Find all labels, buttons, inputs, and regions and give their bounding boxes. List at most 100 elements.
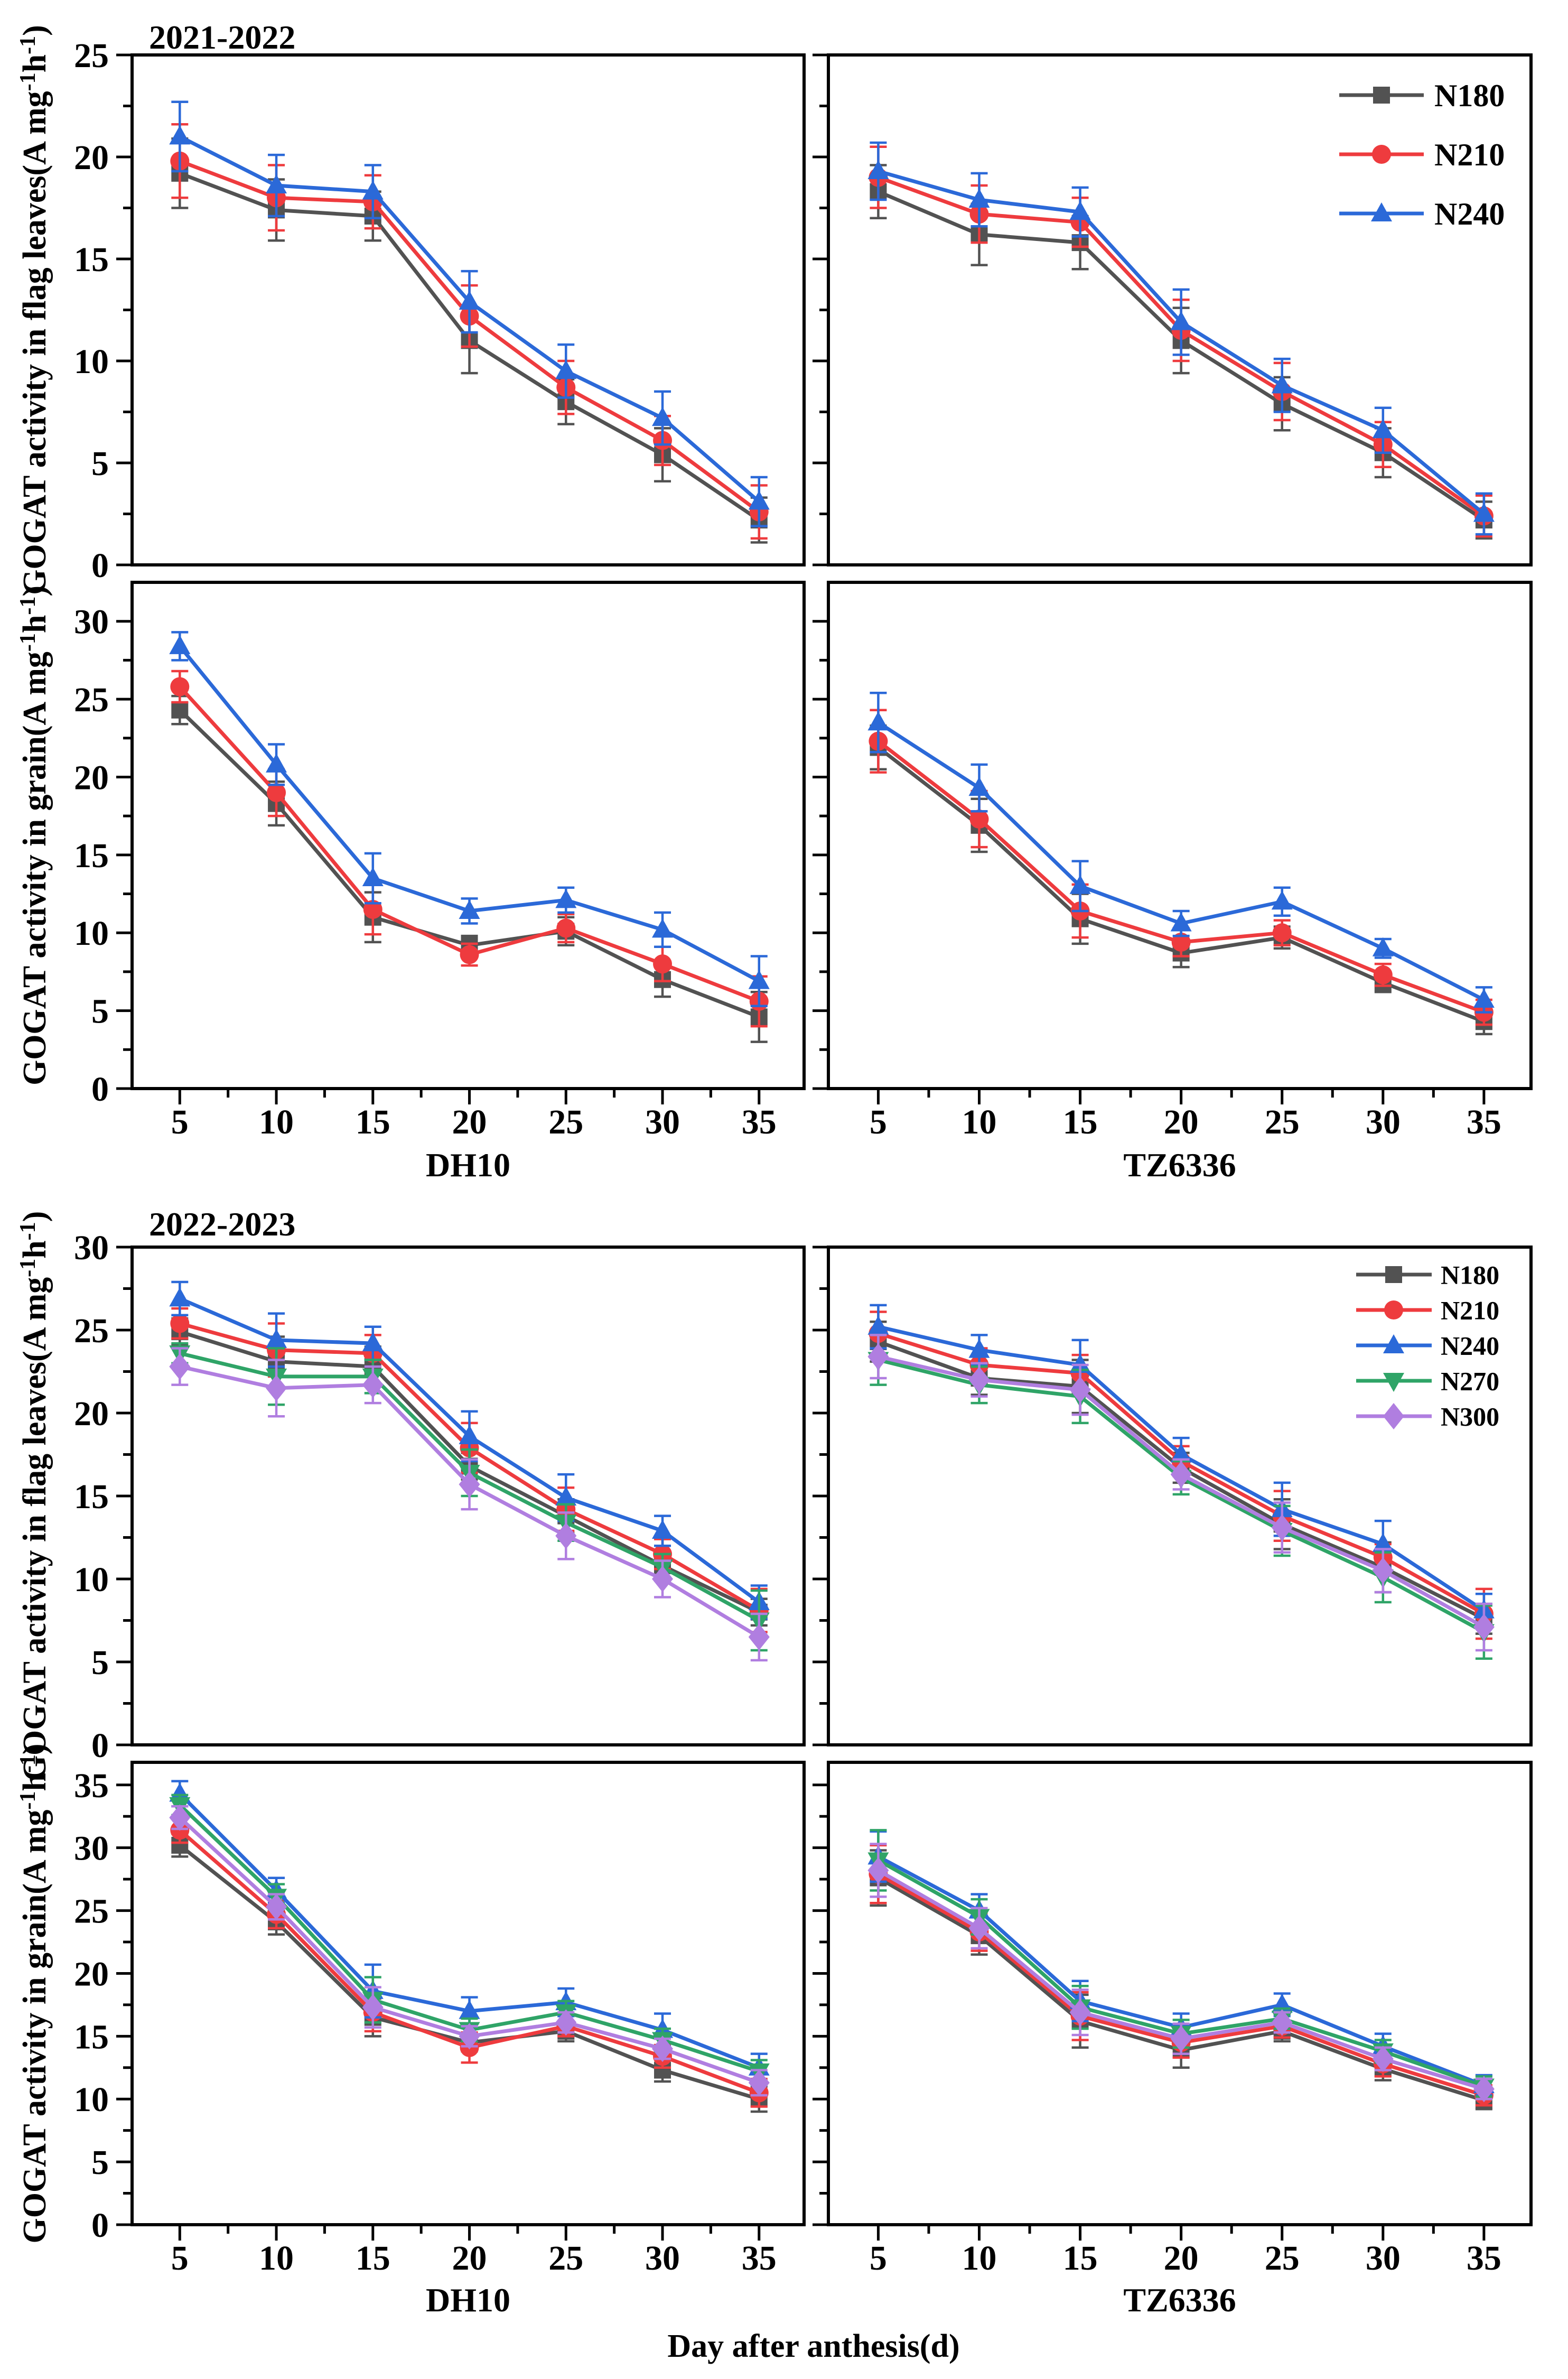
triangle-up-icon <box>362 867 384 887</box>
triangle-up-icon <box>169 1287 191 1307</box>
y-tick-label: 25 <box>74 36 109 75</box>
series-N240 <box>169 631 770 1008</box>
circle-icon <box>1384 1300 1403 1319</box>
y-tick-label: 10 <box>74 914 109 953</box>
y-tick-label: 5 <box>91 444 109 483</box>
y-tick-label: 25 <box>74 1892 109 1931</box>
y-tick-label: 5 <box>91 992 109 1031</box>
circle-icon <box>1373 965 1393 984</box>
y-axis-label: GOGAT activity in flag leaves(A mg-1h-1) <box>16 1211 53 1781</box>
diamond-icon <box>1170 1461 1192 1488</box>
y-tick-label: 0 <box>91 1726 109 1765</box>
y-tick-label: 15 <box>74 2018 109 2056</box>
diamond-icon <box>748 1623 770 1650</box>
y-tick-label: 0 <box>91 546 109 585</box>
circle-icon <box>969 810 989 829</box>
triangle-up-icon <box>169 125 191 145</box>
y-tick-label: 15 <box>74 240 109 279</box>
subplot-2022-2023-flag-leaves-TZ6336 <box>813 1246 1533 1746</box>
triangle-up-icon <box>555 360 577 379</box>
x-tick-label: 20 <box>1164 1103 1199 1141</box>
x-tick-label: 30 <box>645 2239 680 2278</box>
cultivar-label: DH10 <box>426 1146 510 1184</box>
circle-icon <box>556 918 576 938</box>
square-icon <box>1385 1266 1402 1283</box>
circle-icon <box>170 677 190 696</box>
triangle-up-icon <box>362 1332 384 1352</box>
triangle-up-icon <box>362 180 384 200</box>
triangle-up-icon <box>266 174 287 194</box>
y-axis-label: GOGAT activity in flag leaves(A mg-1h-1) <box>16 25 53 595</box>
triangle-up-icon <box>1473 503 1495 522</box>
diamond-icon <box>1069 1377 1091 1404</box>
legend-label: N210 <box>1434 137 1505 172</box>
triangle-up-icon <box>748 970 770 989</box>
diamond-icon <box>1473 2076 1495 2103</box>
y-tick-label: 25 <box>74 1312 109 1350</box>
x-tick-label: 10 <box>962 2239 997 2278</box>
triangle-up-icon <box>1473 988 1495 1008</box>
diamond-icon <box>1271 2009 1293 2036</box>
x-tick-label: 15 <box>356 2239 390 2278</box>
cultivar-label: DH10 <box>426 2281 510 2319</box>
diamond-icon <box>169 1353 191 1380</box>
triangle-up-icon <box>1383 1334 1404 1353</box>
square-icon <box>1373 87 1390 104</box>
legend-label: N300 <box>1441 1402 1499 1432</box>
triangle-up-icon <box>459 291 480 310</box>
diamond-icon <box>362 1371 384 1398</box>
plot-frame <box>827 53 1533 566</box>
diamond-icon <box>968 1915 990 1941</box>
circle-icon <box>1171 932 1191 952</box>
triangle-up-icon <box>459 899 480 919</box>
series-N270 <box>867 1334 1495 1660</box>
series-N300 <box>867 1334 1495 1652</box>
diamond-icon <box>459 1471 480 1498</box>
x-tick-label: 5 <box>171 1103 189 1141</box>
diamond-icon <box>968 1367 990 1393</box>
diamond-icon <box>652 2036 674 2062</box>
y-tick-label: 0 <box>91 2206 109 2245</box>
subplot-2022-2023-grain-TZ6336: 5 10 15 20 25 30 35 TZ6336 <box>813 1761 1533 2319</box>
x-tick-label: 35 <box>1467 1103 1501 1141</box>
triangle-up-icon <box>968 1339 990 1358</box>
triangle-up-icon <box>1371 202 1392 221</box>
y-tick-label: 25 <box>74 681 109 719</box>
circle-icon <box>460 945 479 964</box>
triangle-up-icon <box>1170 1443 1192 1463</box>
triangle-up-icon <box>459 1425 480 1444</box>
plot-frame <box>827 581 1533 1090</box>
y-tick-label: 5 <box>91 2143 109 2182</box>
triangle-up-icon <box>867 160 889 180</box>
series-N210 <box>170 670 769 1028</box>
plot-frame <box>130 581 806 1090</box>
plot-frame <box>130 53 806 566</box>
x-tick-label: 35 <box>742 1103 777 1141</box>
x-tick-label: 10 <box>962 1103 997 1141</box>
square-icon <box>171 701 189 719</box>
diamond-icon <box>1473 1614 1495 1641</box>
legend: N180 N210 N240 N270 N300 <box>1356 1260 1499 1432</box>
x-tick-label: 25 <box>1265 1103 1300 1141</box>
triangle-up-icon <box>266 753 287 773</box>
legend-item-N240: N240 <box>1339 197 1505 231</box>
x-tick-label: 20 <box>452 1103 487 1141</box>
triangle-up-icon <box>169 1782 191 1802</box>
panel-title: 2021-2022 <box>149 18 295 56</box>
triangle-up-icon <box>1170 311 1192 330</box>
legend-item-N180: N180 <box>1356 1260 1499 1290</box>
series-N240 <box>867 141 1495 536</box>
cultivar-label: TZ6336 <box>1123 1146 1236 1184</box>
diamond-icon <box>867 1343 889 1370</box>
subplot-2021-2022-grain-DH10: 0 5 10 15 20 25 30 5 10 15 20 25 30 35 DH10 <box>74 581 806 1184</box>
plot-frame <box>827 1761 1533 2226</box>
subplot-2021-2022-flag-leaves-TZ6336 <box>813 53 1533 566</box>
triangle-up-icon <box>968 777 990 796</box>
series-N300 <box>169 1804 770 2097</box>
y-tick-label: 35 <box>74 1767 109 1805</box>
y-tick-label: 5 <box>91 1643 109 1682</box>
circle-icon <box>363 900 382 919</box>
x-tick-label: 30 <box>1366 2239 1401 2278</box>
